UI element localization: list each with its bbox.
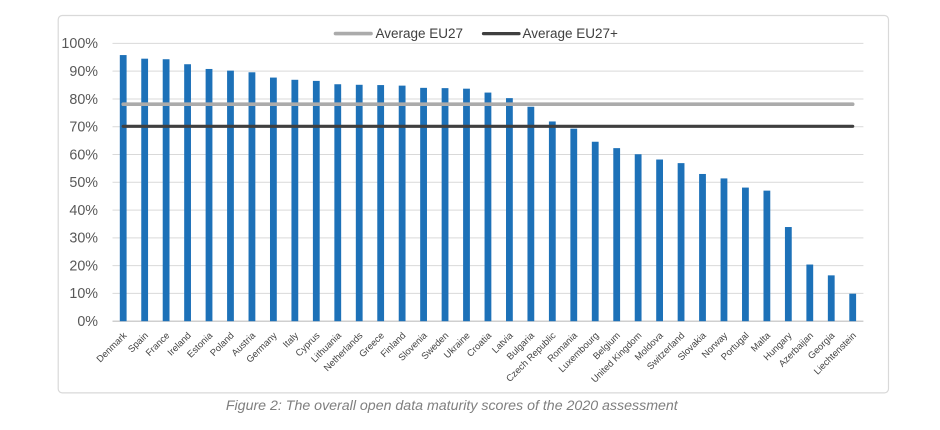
svg-text:Figure 2: The overall open dat: Figure 2: The overall open data maturity… bbox=[226, 398, 679, 414]
svg-text:40%: 40% bbox=[69, 203, 98, 219]
svg-text:0%: 0% bbox=[77, 314, 98, 330]
svg-text:Average EU27+: Average EU27+ bbox=[523, 26, 619, 41]
svg-text:60%: 60% bbox=[69, 147, 98, 163]
svg-text:Average EU27: Average EU27 bbox=[376, 26, 464, 41]
svg-text:30%: 30% bbox=[69, 231, 98, 247]
svg-text:20%: 20% bbox=[69, 258, 98, 274]
svg-text:50%: 50% bbox=[69, 175, 98, 191]
svg-text:10%: 10% bbox=[69, 286, 98, 302]
svg-text:100%: 100% bbox=[61, 36, 98, 52]
svg-text:70%: 70% bbox=[69, 120, 98, 136]
svg-text:80%: 80% bbox=[69, 92, 98, 108]
svg-text:90%: 90% bbox=[69, 64, 98, 80]
